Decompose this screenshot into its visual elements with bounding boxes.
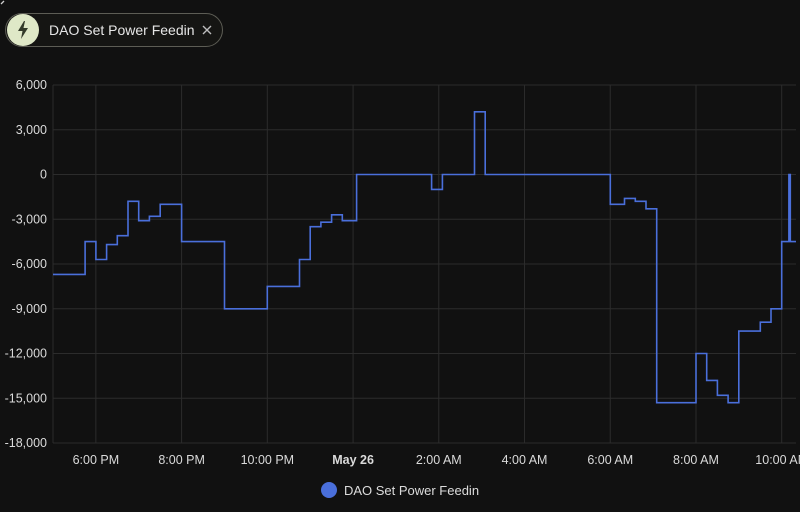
close-icon[interactable]	[200, 23, 214, 37]
y-tick-label: -15,000	[5, 391, 47, 405]
x-tick-label: 4:00 AM	[502, 453, 548, 467]
y-tick-label: -12,000	[5, 347, 47, 361]
x-tick-label: 8:00 AM	[673, 453, 719, 467]
y-tick-label: 6,000	[16, 78, 47, 92]
chart-legend: DAO Set Power Feedin	[0, 482, 800, 498]
x-tick-label: 6:00 AM	[587, 453, 633, 467]
entity-filter-chip[interactable]: DAO Set Power Feedin	[5, 13, 223, 47]
corner-caret-icon	[0, 0, 5, 5]
y-tick-label: 3,000	[16, 123, 47, 137]
filter-chip-label: DAO Set Power Feedin	[49, 22, 195, 38]
y-tick-label: -3,000	[12, 212, 47, 226]
line-chart: 6,000 3,000 0 -3,000 -6,000 -9,000 -12,000 -15,…	[5, 78, 800, 467]
legend-item[interactable]: DAO Set Power Feedin	[320, 482, 480, 498]
y-tick-label: -6,000	[12, 257, 47, 271]
x-tick-label: May 26	[332, 453, 374, 467]
legend-series-label: DAO Set Power Feedin	[343, 482, 480, 498]
legend-series-dot	[320, 482, 337, 498]
x-tick-label: 2:00 AM	[416, 453, 462, 467]
series-line-dao-set-power-feedin	[53, 111, 796, 404]
y-tick-label: 0	[40, 168, 47, 182]
lightning-bolt-icon	[7, 14, 39, 46]
x-tick-label: 10:00 AM	[755, 453, 800, 467]
y-tick-label: -9,000	[12, 302, 47, 316]
x-tick-label: 8:00 PM	[158, 453, 205, 467]
x-tick-label: 6:00 PM	[73, 453, 120, 467]
y-tick-label: -18,000	[5, 436, 47, 450]
x-tick-label: 10:00 PM	[241, 453, 295, 467]
